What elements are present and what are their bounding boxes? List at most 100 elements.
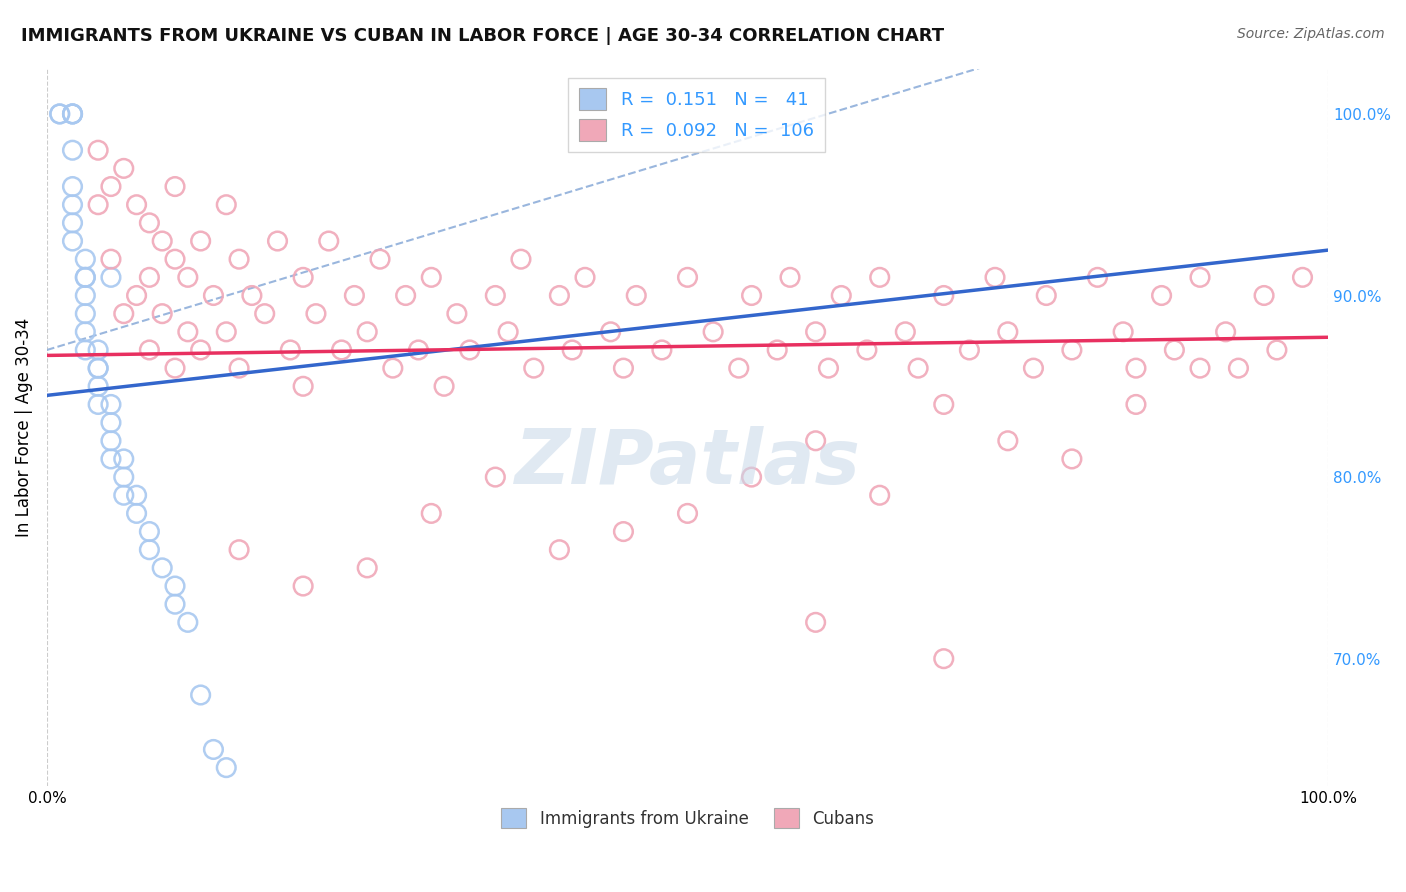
Point xyxy=(741,470,763,484)
Point xyxy=(75,343,97,357)
Point xyxy=(356,561,378,575)
Point xyxy=(1253,288,1275,302)
Point xyxy=(190,688,212,702)
Point xyxy=(1112,325,1135,339)
Point xyxy=(87,143,110,157)
Point xyxy=(676,507,699,521)
Point xyxy=(1060,343,1083,357)
Point xyxy=(292,379,315,393)
Point xyxy=(163,597,186,611)
Point xyxy=(125,197,148,211)
Point xyxy=(932,397,955,411)
Point xyxy=(626,288,648,302)
Point xyxy=(510,252,533,267)
Point xyxy=(138,216,160,230)
Point xyxy=(62,107,84,121)
Point xyxy=(112,307,135,321)
Point xyxy=(202,288,225,302)
Point xyxy=(177,325,200,339)
Point xyxy=(1150,288,1173,302)
Text: ZIPatlas: ZIPatlas xyxy=(515,426,860,500)
Text: IMMIGRANTS FROM UKRAINE VS CUBAN IN LABOR FORCE | AGE 30-34 CORRELATION CHART: IMMIGRANTS FROM UKRAINE VS CUBAN IN LABO… xyxy=(21,27,945,45)
Point xyxy=(228,252,250,267)
Point xyxy=(356,325,378,339)
Point xyxy=(305,307,328,321)
Point xyxy=(420,270,443,285)
Point xyxy=(523,361,546,376)
Point xyxy=(420,507,443,521)
Point xyxy=(381,361,404,376)
Point xyxy=(561,343,583,357)
Point xyxy=(177,615,200,630)
Point xyxy=(484,470,506,484)
Point xyxy=(62,197,84,211)
Point xyxy=(163,179,186,194)
Point xyxy=(240,288,263,302)
Point xyxy=(484,288,506,302)
Point xyxy=(395,288,418,302)
Point xyxy=(190,234,212,248)
Point xyxy=(1227,361,1250,376)
Point xyxy=(138,524,160,539)
Point xyxy=(100,416,122,430)
Point xyxy=(651,343,673,357)
Point xyxy=(574,270,596,285)
Point xyxy=(112,470,135,484)
Point xyxy=(48,107,70,121)
Point xyxy=(907,361,929,376)
Point xyxy=(190,343,212,357)
Point xyxy=(62,107,84,121)
Point xyxy=(163,579,186,593)
Point xyxy=(62,143,84,157)
Point xyxy=(446,307,468,321)
Point xyxy=(548,288,571,302)
Point xyxy=(612,524,634,539)
Point xyxy=(766,343,789,357)
Point xyxy=(112,488,135,502)
Point xyxy=(75,252,97,267)
Point xyxy=(163,361,186,376)
Point xyxy=(215,197,238,211)
Point xyxy=(612,361,634,376)
Point xyxy=(1188,270,1211,285)
Point xyxy=(368,252,391,267)
Point xyxy=(87,197,110,211)
Point xyxy=(1060,451,1083,466)
Point xyxy=(804,434,827,448)
Point xyxy=(1125,361,1147,376)
Point xyxy=(997,325,1019,339)
Point xyxy=(87,361,110,376)
Point xyxy=(177,270,200,285)
Point xyxy=(75,270,97,285)
Point xyxy=(1215,325,1237,339)
Point xyxy=(869,488,891,502)
Point xyxy=(548,542,571,557)
Point xyxy=(62,107,84,121)
Point xyxy=(1125,397,1147,411)
Point xyxy=(817,361,839,376)
Point xyxy=(100,451,122,466)
Point xyxy=(830,288,852,302)
Point xyxy=(779,270,801,285)
Point xyxy=(804,325,827,339)
Point xyxy=(1291,270,1313,285)
Point xyxy=(1035,288,1057,302)
Point xyxy=(48,107,70,121)
Point xyxy=(869,270,891,285)
Point xyxy=(932,651,955,665)
Point xyxy=(278,343,301,357)
Point xyxy=(894,325,917,339)
Point xyxy=(957,343,980,357)
Point xyxy=(100,179,122,194)
Point xyxy=(496,325,519,339)
Point xyxy=(1087,270,1109,285)
Point xyxy=(408,343,430,357)
Point xyxy=(75,288,97,302)
Point xyxy=(87,379,110,393)
Point xyxy=(150,561,173,575)
Text: Source: ZipAtlas.com: Source: ZipAtlas.com xyxy=(1237,27,1385,41)
Point xyxy=(702,325,724,339)
Point xyxy=(343,288,366,302)
Point xyxy=(804,615,827,630)
Point xyxy=(330,343,353,357)
